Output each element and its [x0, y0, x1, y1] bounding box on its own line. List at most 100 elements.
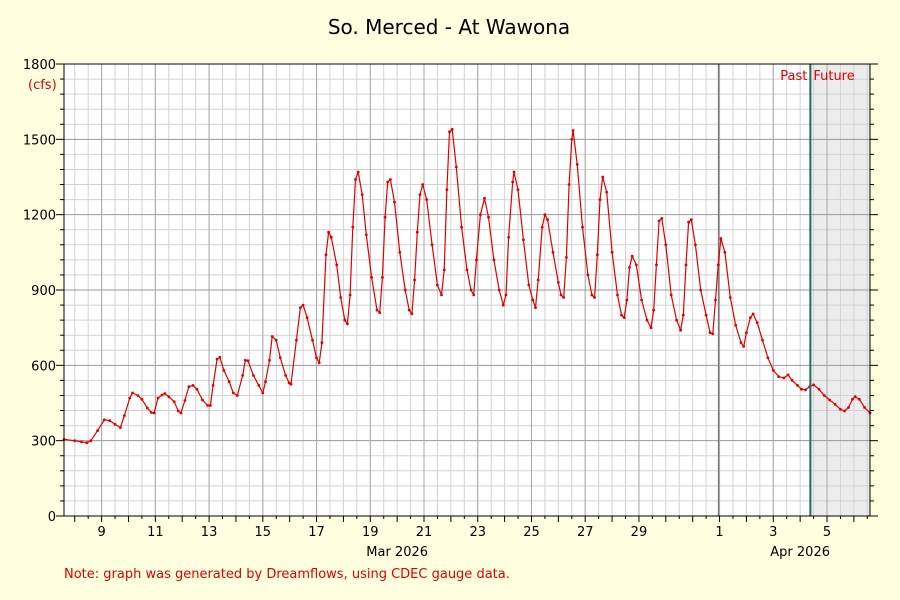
flow-data-point [327, 230, 330, 234]
flow-data-point [211, 384, 215, 387]
flow-data-point [278, 356, 282, 360]
flow-data-point [163, 392, 167, 395]
flow-data-point [140, 397, 144, 401]
flow-data-point [172, 400, 176, 404]
future-label: Future [813, 69, 854, 84]
flow-data-point [315, 356, 318, 360]
flow-data-point [559, 293, 563, 297]
flow-data-point [320, 341, 324, 345]
x-tick-label: 29 [631, 525, 648, 540]
flow-data-point [522, 238, 525, 242]
y-tick-label: 300 [31, 435, 56, 450]
chart-title: So. Merced - At Wawona [328, 15, 570, 39]
flow-data-point [504, 293, 508, 297]
flow-data-point [771, 369, 775, 372]
y-axis-unit: (cfs) [28, 78, 57, 93]
flow-data-point [851, 397, 854, 401]
flow-data-point [339, 296, 343, 299]
flow-data-point [386, 180, 390, 184]
flow-data-point [284, 374, 287, 377]
flow-data-point [590, 293, 594, 297]
flow-data-point [270, 335, 274, 338]
flow-data-point [516, 188, 520, 192]
flow-data-point [445, 188, 449, 192]
flow-data-point [675, 318, 678, 322]
y-tick-label: 1500 [23, 133, 56, 148]
flow-data-point [257, 384, 261, 387]
flow-data-point [694, 243, 697, 247]
x-tick-label: 3 [769, 525, 777, 540]
y-tick-label: 1800 [23, 58, 56, 73]
flow-data-point [243, 358, 247, 362]
flow-data-point [745, 331, 748, 335]
flow-data-point [669, 293, 673, 297]
flow-data-point [264, 380, 267, 384]
flow-data-point [567, 183, 571, 186]
flow-data-point [664, 243, 668, 247]
flow-data-point [403, 288, 407, 292]
flow-data-point [796, 384, 799, 387]
flow-data-point [364, 233, 368, 237]
y-tick-label: 0 [48, 510, 56, 525]
flow-data-point [689, 218, 693, 222]
flow-data-point [415, 230, 419, 234]
flow-data-point [356, 170, 360, 174]
flow-data-point [413, 278, 416, 282]
flow-data-point [679, 328, 682, 332]
flow-data-point [324, 253, 328, 257]
flow-data-point [360, 193, 364, 197]
flow-data-point [252, 374, 255, 377]
flow-data-point [766, 356, 770, 360]
flow-data-point [206, 404, 210, 407]
flow-data-point [354, 178, 357, 181]
flow-data-point [222, 369, 226, 372]
flow-data-point [123, 414, 126, 417]
x-tick-label: 1 [715, 525, 723, 540]
x-tick-label: 15 [255, 525, 272, 540]
flow-data-point [628, 266, 631, 269]
flow-data-point [305, 316, 309, 319]
flow-data-point [102, 418, 106, 422]
flow-data-point [176, 409, 180, 413]
flow-data-point [218, 355, 222, 359]
flow-data-point [268, 358, 271, 362]
flow-data-point [847, 406, 850, 409]
flow-data-point [195, 387, 199, 391]
flow-data-point [828, 398, 832, 402]
flow-data-point [742, 345, 746, 348]
month-label: Mar 2026 [366, 545, 428, 560]
flow-data-point [610, 250, 614, 254]
x-tick-label: 17 [308, 525, 325, 540]
flow-data-point [348, 293, 352, 297]
flow-data-point [389, 178, 392, 181]
flow-data-point [215, 357, 219, 361]
flow-data-point [634, 263, 638, 267]
flow-data-point [145, 406, 149, 410]
flow-data-point [351, 225, 355, 229]
x-tick-label: 23 [469, 525, 486, 540]
flow-data-point [289, 382, 293, 386]
flow-data-point [719, 237, 723, 240]
flow-data-point [571, 129, 575, 132]
flow-data-point [149, 411, 153, 414]
flow-data-point [329, 235, 333, 239]
flow-data-point [501, 303, 505, 307]
flow-data-point [527, 283, 531, 287]
flow-data-point [708, 331, 712, 335]
flow-data-point [96, 429, 99, 432]
flow-data-point [843, 409, 846, 413]
flow-data-point [370, 276, 373, 279]
flow-data-point [822, 394, 826, 397]
flow-data-point [454, 165, 458, 169]
flow-data-point [440, 293, 443, 297]
source-note: Note: graph was generated by Dreamflows,… [64, 567, 510, 582]
flow-data-point [586, 273, 590, 277]
flow-data-point [375, 308, 379, 312]
flow-data-point [119, 426, 122, 429]
flow-data-point [749, 316, 752, 319]
flow-data-point [507, 235, 510, 239]
month-label: Apr 2026 [770, 545, 830, 560]
flow-data-point [543, 213, 547, 217]
flow-data-point [483, 196, 486, 200]
